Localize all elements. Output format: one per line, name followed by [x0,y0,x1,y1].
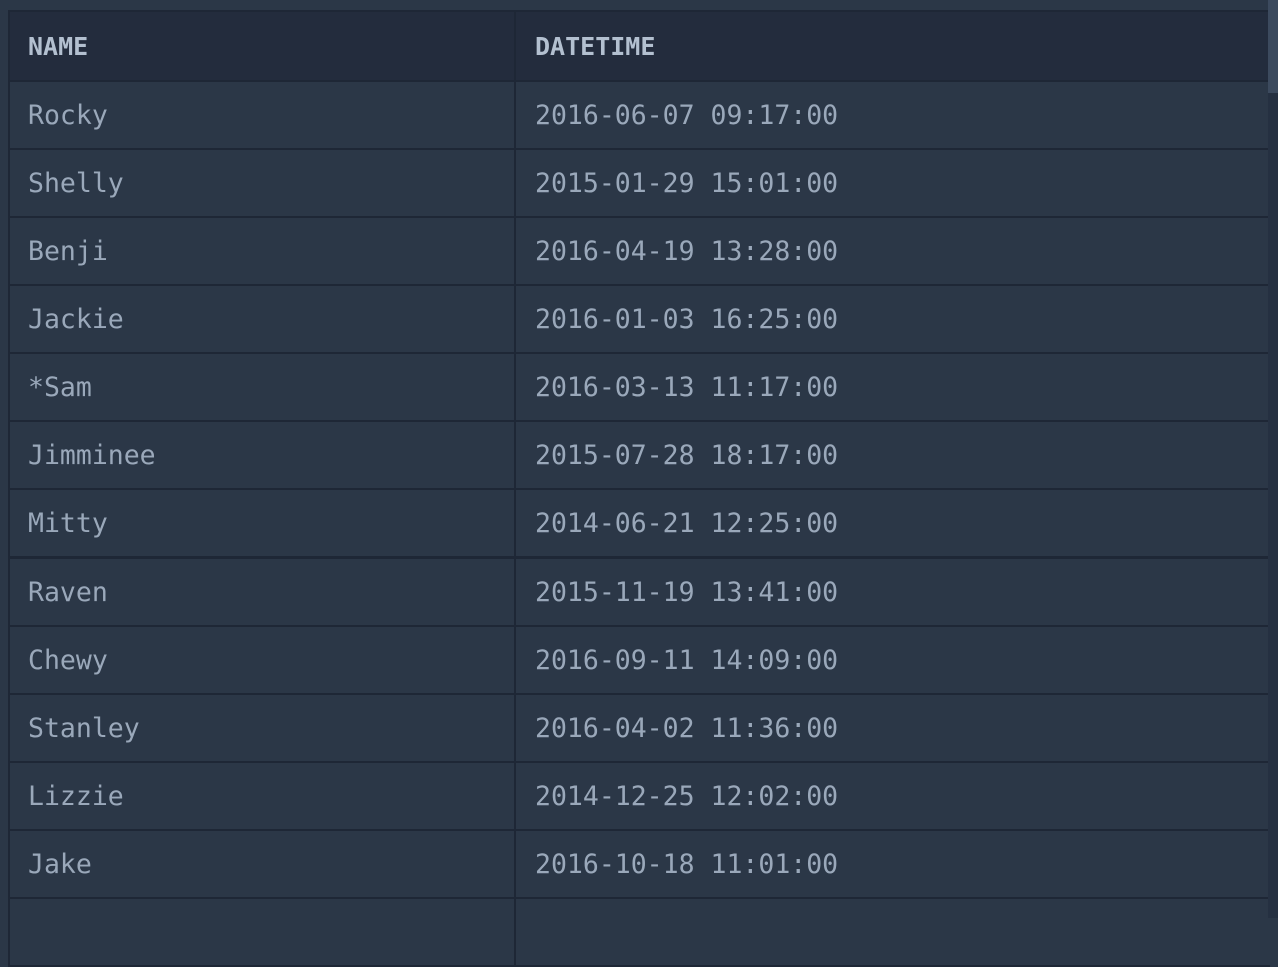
datetime-cell [516,899,1270,965]
datetime-cell: 2014-12-25 12:02:00 [535,780,839,812]
name-cell: Jackie [10,286,516,352]
table-row[interactable]: Jackie 2016-01-03 16:25:00 [10,286,1270,354]
data-table: NAME DATETIME Rocky 2016-06-07 09:17:00 Sh… [8,10,1270,967]
datetime-cell: 2015-01-29 15:01:00 [535,167,839,199]
name-cell: Chewy [10,627,516,693]
table-row[interactable]: Raven 2015-11-19 13:41:00 [10,559,1270,627]
table-row[interactable]: *Sam 2016-03-13 11:17:00 [10,354,1270,422]
table-row[interactable]: Chewy 2016-09-11 14:09:00 [10,627,1270,695]
datetime-cell: 2016-03-13 11:17:00 [535,371,839,403]
table-row[interactable]: Shelly 2015-01-29 15:01:00 [10,150,1270,218]
datetime-cell: 2014-06-21 12:25:00 [535,507,839,539]
table-row[interactable]: Rocky 2016-06-07 09:17:00 [10,82,1270,150]
table-row[interactable] [10,899,1270,967]
table-body: Rocky 2016-06-07 09:17:00 Shelly 2015-01-29… [10,82,1270,967]
table-row[interactable]: Stanley 2016-04-02 11:36:00 [10,695,1270,763]
name-cell: Jimminee [10,422,516,488]
table-row[interactable]: Jake 2016-10-18 11:01:00 [10,831,1270,899]
name-cell: Mitty [10,490,516,556]
datetime-cell: 2016-10-18 11:01:00 [535,848,839,880]
datetime-cell: 2016-06-07 09:17:00 [535,99,839,131]
scrollbar-thumb[interactable] [1268,0,1278,93]
name-cell: Stanley [10,695,516,761]
name-cell: Shelly [10,150,516,216]
table-row[interactable]: Benji 2016-04-19 13:28:00 [10,218,1270,286]
name-cell: Jake [10,831,516,897]
datetime-cell: 2015-11-19 13:41:00 [535,576,839,608]
vertical-scrollbar[interactable] [1268,0,1278,918]
table-row[interactable]: Lizzie 2014-12-25 12:02:00 [10,763,1270,831]
name-cell: Raven [10,559,516,625]
table-row[interactable]: Mitty 2014-06-21 12:25:00 [10,490,1270,559]
table-row[interactable]: Jimminee 2015-07-28 18:17:00 [10,422,1270,490]
datetime-cell: 2016-09-11 14:09:00 [535,644,839,676]
datetime-cell: 2016-01-03 16:25:00 [535,303,839,335]
datetime-cell: 2016-04-02 11:36:00 [535,712,839,744]
name-cell: Rocky [10,82,516,148]
datetime-cell: 2015-07-28 18:17:00 [535,439,839,471]
table-header: NAME DATETIME [10,12,1270,82]
name-cell: Benji [10,218,516,284]
column-header-datetime[interactable]: DATETIME [535,31,656,61]
datetime-cell: 2016-04-19 13:28:00 [535,235,839,267]
name-cell: Lizzie [10,763,516,829]
name-cell [10,899,516,965]
name-cell: *Sam [10,354,516,420]
column-header-name[interactable]: NAME [10,12,516,80]
